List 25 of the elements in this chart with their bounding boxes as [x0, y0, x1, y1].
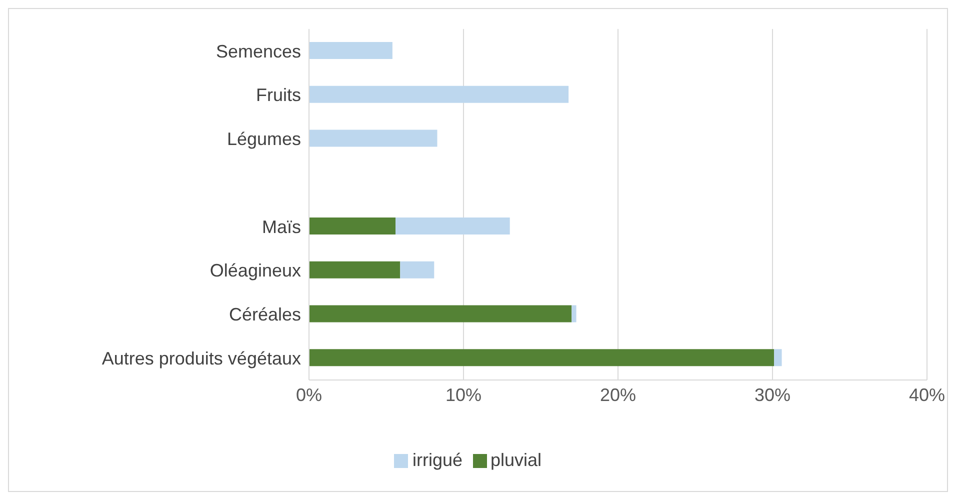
y-tick-label: Fruits: [256, 85, 301, 106]
y-tick-label: Autres produits végétaux: [102, 348, 301, 368]
legend-label: irrigué: [412, 450, 462, 470]
bar: [309, 218, 396, 234]
x-tick-label: 20%: [600, 384, 636, 405]
y-tick-label: Oléagineux: [210, 260, 301, 281]
bar: [309, 130, 438, 147]
bar: [774, 349, 782, 366]
bar: [309, 305, 572, 322]
bar: [400, 261, 434, 278]
bar: [309, 86, 569, 103]
x-tick-label: 0%: [296, 384, 322, 405]
y-tick-label: Maïs: [262, 216, 301, 237]
x-tick-label: 10%: [445, 384, 482, 405]
bar: [572, 305, 576, 322]
x-tick-label: 40%: [908, 384, 946, 405]
bar: [309, 261, 400, 278]
y-tick-label: Semences: [216, 41, 301, 62]
bar: [396, 218, 510, 234]
y-tick-label: Légumes: [226, 129, 301, 150]
x-tick-label: 30%: [754, 384, 791, 405]
bar: [309, 42, 392, 59]
legend-label: pluvial: [490, 450, 542, 470]
y-tick-label: Céréales: [228, 304, 301, 325]
bar: [309, 349, 774, 366]
